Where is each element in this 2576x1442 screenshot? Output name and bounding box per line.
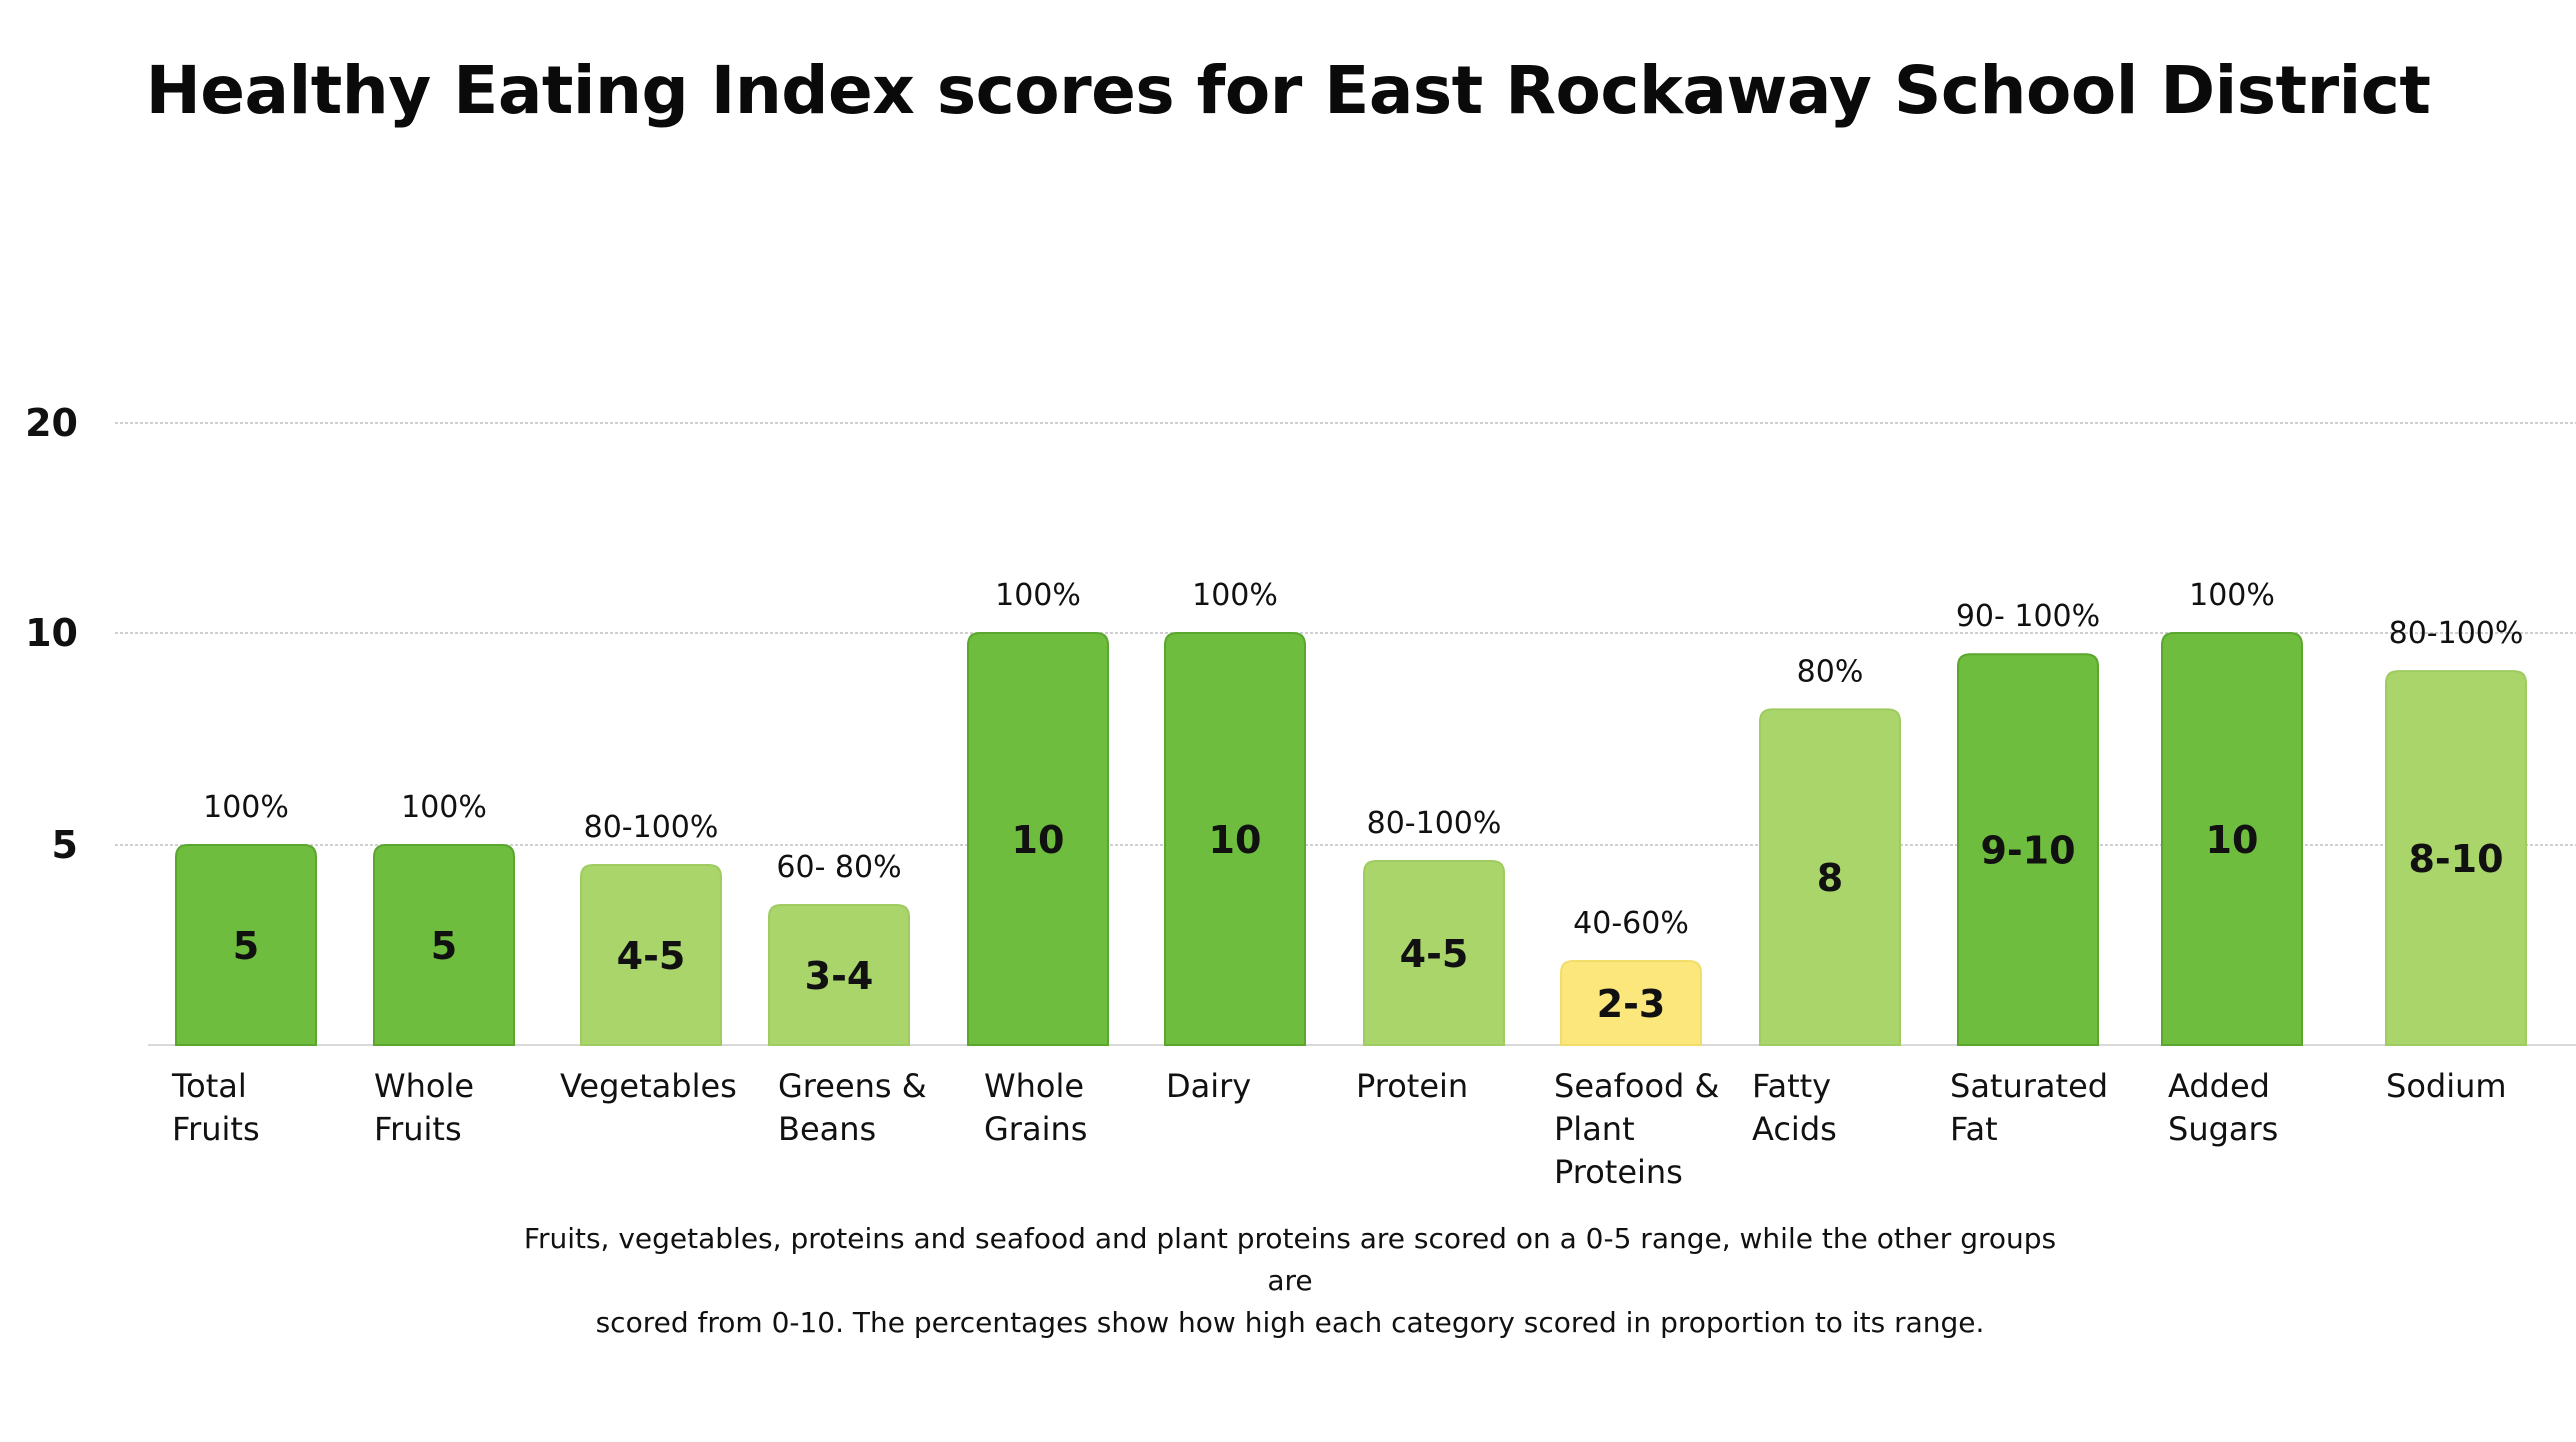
bar — [768, 904, 910, 1046]
bar-value-label: 10 — [1012, 818, 1065, 862]
y-tick-label: 5 — [52, 823, 78, 867]
bar — [175, 844, 317, 1046]
category-label: Added — [2168, 1067, 2270, 1105]
category-label: Whole — [374, 1067, 474, 1105]
category-label: Protein — [1356, 1067, 1468, 1105]
bar-value-label: 10 — [2206, 818, 2259, 862]
bar — [1957, 653, 2099, 1046]
bar — [2161, 632, 2303, 1046]
bar-percent-label: 100% — [995, 578, 1081, 613]
bar-value-label: 5 — [431, 924, 457, 968]
category-label: Fruits — [172, 1110, 260, 1148]
bar — [1759, 708, 1901, 1046]
category-label: Total — [171, 1067, 247, 1105]
y-tick-label: 20 — [25, 401, 78, 445]
category-label: Grains — [984, 1110, 1087, 1148]
bar-value-label: 8 — [1817, 856, 1843, 900]
bar — [580, 864, 722, 1046]
bar-value-label: 3-4 — [805, 954, 874, 998]
bar — [1560, 960, 1702, 1046]
bar-percent-label: 60- 80% — [776, 850, 901, 885]
category-label: Sodium — [2386, 1067, 2507, 1105]
bar-value-label: 10 — [1209, 818, 1262, 862]
category-label: Proteins — [1554, 1153, 1683, 1191]
chart-title: Healthy Eating Index scores for East Roc… — [145, 52, 2431, 129]
bar-value-label: 5 — [233, 924, 259, 968]
category-label: Saturated — [1950, 1067, 2108, 1105]
bar-percent-label: 100% — [203, 790, 289, 825]
bar-value-label: 9-10 — [1980, 829, 2075, 873]
bar-percent-label: 80% — [1797, 654, 1864, 689]
bar-percent-label: 100% — [401, 790, 487, 825]
bar-percent-label: 80-100% — [2389, 616, 2524, 651]
bar-value-label: 8-10 — [2408, 837, 2503, 881]
category-label: Plant — [1554, 1110, 1635, 1148]
category-label: Acids — [1752, 1110, 1837, 1148]
category-label: Greens & — [778, 1067, 927, 1105]
category-label: Beans — [778, 1110, 876, 1148]
bar-percent-label: 80-100% — [1367, 806, 1502, 841]
bar-percent-label: 80-100% — [584, 810, 719, 845]
footnote-line-2: scored from 0-10. The percentages show h… — [595, 1306, 1985, 1339]
category-label: Seafood & — [1554, 1067, 1719, 1105]
bar-percent-label: 90- 100% — [1956, 599, 2100, 634]
y-tick-label: 10 — [25, 611, 78, 655]
bar-value-label: 4-5 — [617, 934, 686, 978]
category-label: Sugars — [2168, 1110, 2278, 1148]
category-label: Fruits — [374, 1110, 462, 1148]
bar — [1363, 860, 1505, 1046]
bar-percent-label: 100% — [1192, 578, 1278, 613]
chart-footnote: Fruits, vegetables, proteins and seafood… — [500, 1218, 2080, 1344]
bar-percent-label: 40-60% — [1573, 906, 1689, 941]
bar — [2385, 670, 2527, 1046]
bar — [967, 632, 1109, 1046]
bar-percent-label: 100% — [2189, 578, 2275, 613]
category-label: Fat — [1950, 1110, 1998, 1148]
bar — [1164, 632, 1306, 1046]
category-label: Whole — [984, 1067, 1084, 1105]
category-label: Dairy — [1166, 1067, 1251, 1105]
bar — [373, 844, 515, 1046]
bar-value-label: 2-3 — [1597, 982, 1666, 1026]
category-label: Vegetables — [560, 1067, 737, 1105]
footnote-line-1: Fruits, vegetables, proteins and seafood… — [523, 1222, 2057, 1297]
bar-value-label: 4-5 — [1400, 932, 1469, 976]
category-label: Fatty — [1752, 1067, 1831, 1105]
